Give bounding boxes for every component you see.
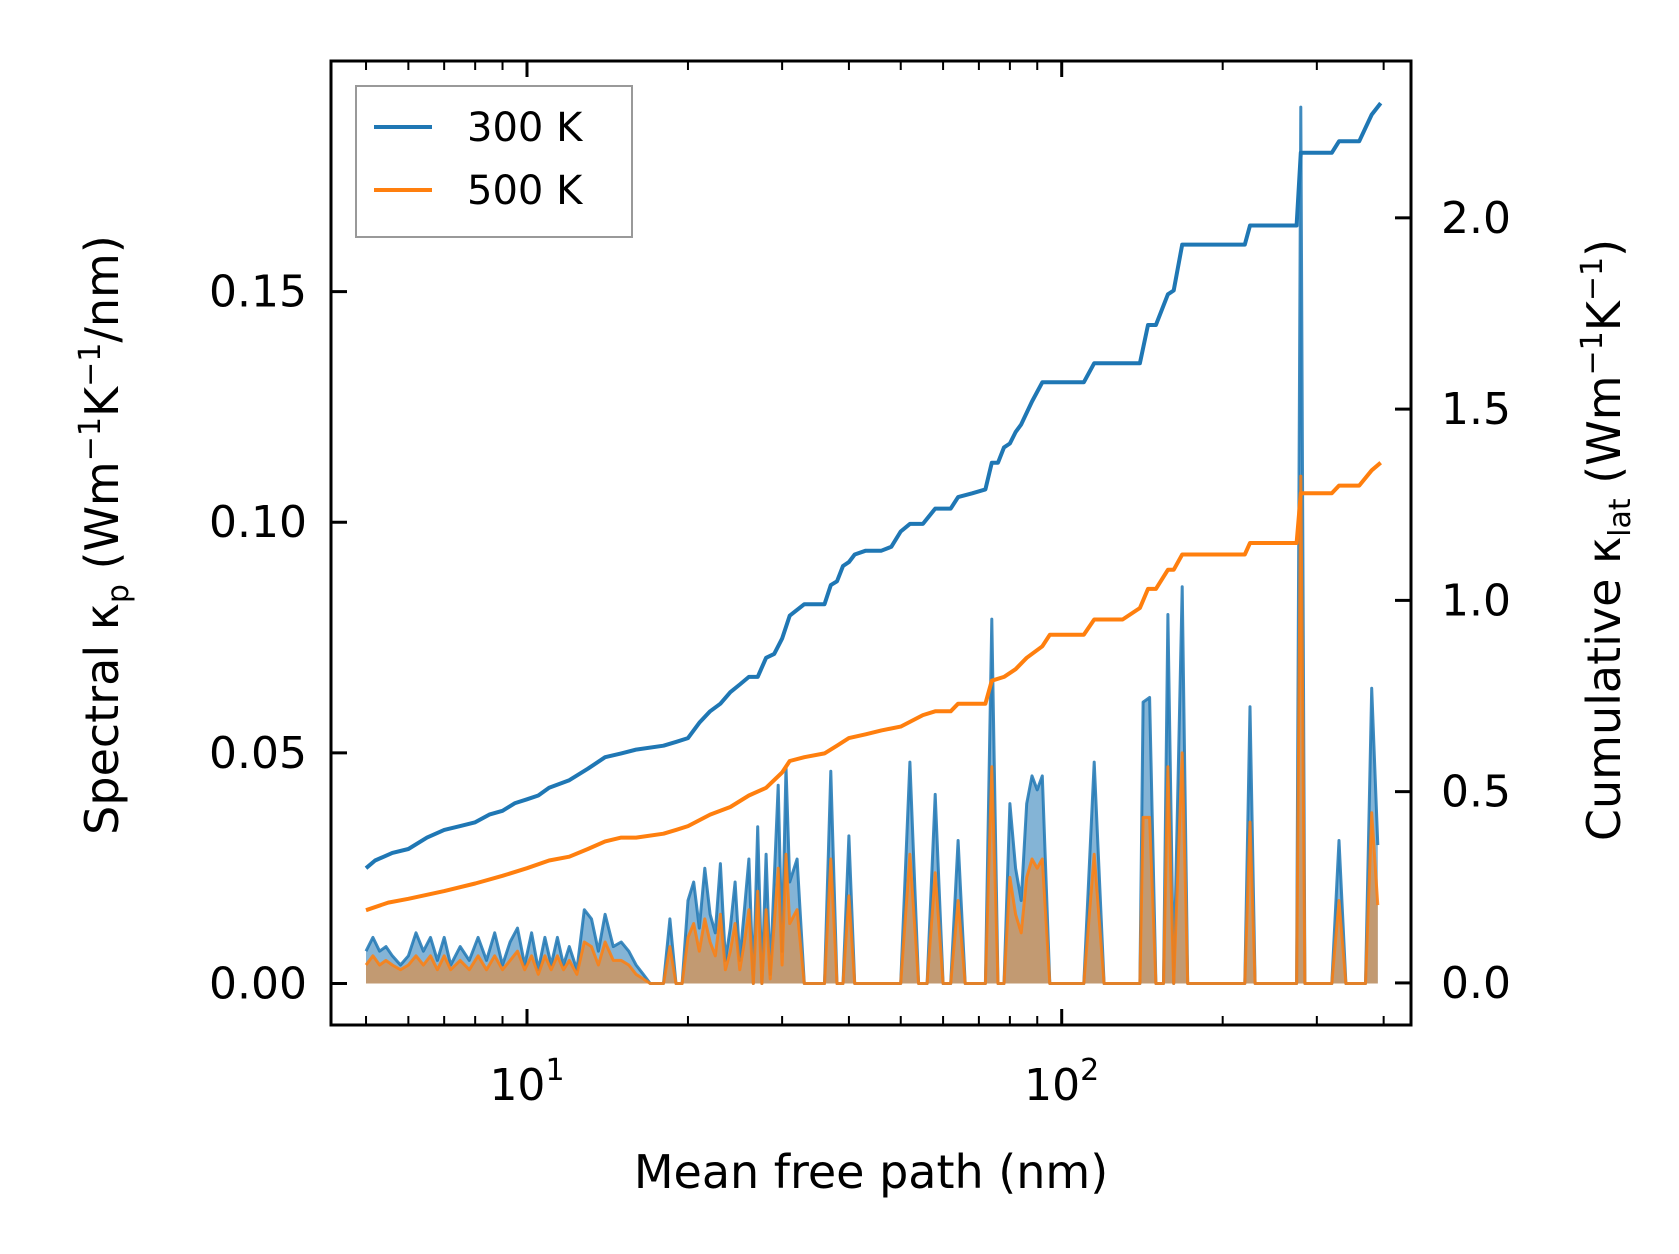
- y-left-tick-label: 0.15: [209, 267, 307, 318]
- spectral-line-500k: [364, 474, 1380, 985]
- y-right-tick-label: 0.5: [1441, 767, 1511, 818]
- spectral-line-300k: [364, 105, 1380, 985]
- y-left-axis-label: Spectral κp (Wm−1K−1/nm): [73, 235, 136, 835]
- y-left-tick-label: 0.10: [209, 497, 307, 548]
- cumulative-line-300k: [364, 101, 1383, 870]
- y-right-tick-label: 0.0: [1441, 958, 1511, 1009]
- x-tick-label: 102: [1024, 1053, 1099, 1111]
- legend-label-500k: 500 K: [467, 168, 584, 214]
- x-axis-label: Mean free path (nm): [634, 1145, 1108, 1199]
- y-left-tick-label: 0.05: [209, 728, 307, 779]
- y-right-tick-label: 1.5: [1441, 384, 1511, 435]
- axes-frame: [329, 59, 1413, 1027]
- legend: 300 K 500 K: [355, 85, 633, 238]
- x-tick-label: 101: [489, 1053, 564, 1111]
- spectral-area-300k: [366, 107, 1378, 984]
- y-right-axis-label: Cumulative κlat (Wm−1K−1): [1575, 239, 1638, 841]
- cumulative-line-500k: [365, 461, 1382, 913]
- y-right-tick-label: 1.0: [1441, 575, 1511, 626]
- y-right-tick-label: 2.0: [1441, 193, 1511, 244]
- legend-label-300k: 300 K: [467, 105, 584, 151]
- y-left-tick-label: 0.00: [209, 958, 307, 1009]
- legend-box: [355, 85, 633, 238]
